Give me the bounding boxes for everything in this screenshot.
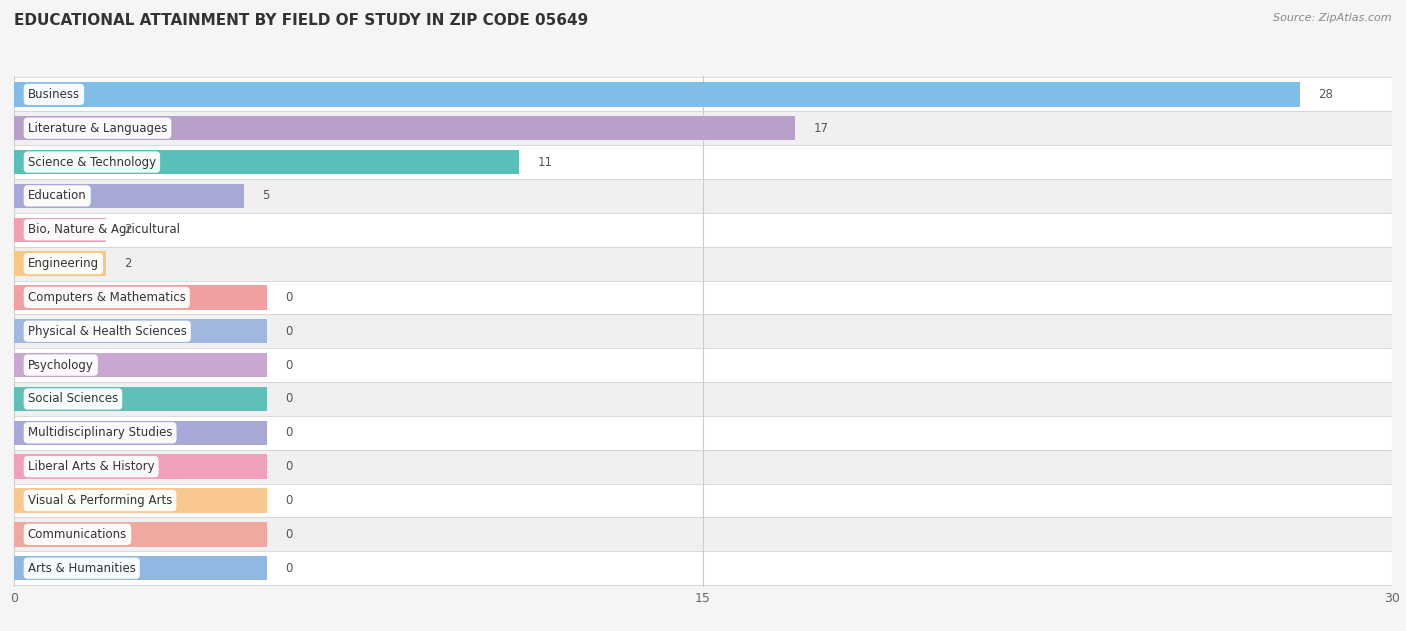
Bar xyxy=(14,314,1392,348)
Text: 0: 0 xyxy=(285,358,292,372)
Bar xyxy=(14,517,1392,551)
Bar xyxy=(14,556,267,581)
Text: 28: 28 xyxy=(1319,88,1333,101)
Bar xyxy=(14,488,267,513)
Text: 2: 2 xyxy=(124,257,132,270)
Bar xyxy=(14,82,1301,107)
Bar xyxy=(14,78,1392,111)
Bar xyxy=(14,454,267,479)
Text: Multidisciplinary Studies: Multidisciplinary Studies xyxy=(28,427,173,439)
Bar xyxy=(14,348,1392,382)
Text: Bio, Nature & Agricultural: Bio, Nature & Agricultural xyxy=(28,223,180,236)
Text: 17: 17 xyxy=(813,122,828,134)
Text: 5: 5 xyxy=(262,189,270,203)
Text: 2: 2 xyxy=(124,223,132,236)
Text: 0: 0 xyxy=(285,494,292,507)
Text: Business: Business xyxy=(28,88,80,101)
Text: Liberal Arts & History: Liberal Arts & History xyxy=(28,460,155,473)
Text: Source: ZipAtlas.com: Source: ZipAtlas.com xyxy=(1274,13,1392,23)
Text: 0: 0 xyxy=(285,392,292,406)
Text: Literature & Languages: Literature & Languages xyxy=(28,122,167,134)
Text: Engineering: Engineering xyxy=(28,257,98,270)
Bar xyxy=(14,218,105,242)
Bar xyxy=(14,150,519,174)
Text: Science & Technology: Science & Technology xyxy=(28,155,156,168)
Bar xyxy=(14,353,267,377)
Text: Social Sciences: Social Sciences xyxy=(28,392,118,406)
Bar xyxy=(14,382,1392,416)
Text: 0: 0 xyxy=(285,562,292,575)
Bar xyxy=(14,522,267,546)
Bar xyxy=(14,285,267,310)
Text: 0: 0 xyxy=(285,460,292,473)
Text: EDUCATIONAL ATTAINMENT BY FIELD OF STUDY IN ZIP CODE 05649: EDUCATIONAL ATTAINMENT BY FIELD OF STUDY… xyxy=(14,13,588,28)
Bar xyxy=(14,450,1392,483)
Bar xyxy=(14,111,1392,145)
Bar xyxy=(14,213,1392,247)
Bar xyxy=(14,251,105,276)
Text: 0: 0 xyxy=(285,427,292,439)
Bar xyxy=(14,281,1392,314)
Bar xyxy=(14,184,243,208)
Text: Psychology: Psychology xyxy=(28,358,94,372)
Bar xyxy=(14,483,1392,517)
Text: 0: 0 xyxy=(285,291,292,304)
Bar xyxy=(14,247,1392,281)
Text: Computers & Mathematics: Computers & Mathematics xyxy=(28,291,186,304)
Bar xyxy=(14,319,267,343)
Bar xyxy=(14,179,1392,213)
Text: 0: 0 xyxy=(285,528,292,541)
Bar xyxy=(14,421,267,445)
Text: Visual & Performing Arts: Visual & Performing Arts xyxy=(28,494,172,507)
Bar xyxy=(14,387,267,411)
Bar xyxy=(14,416,1392,450)
Text: Arts & Humanities: Arts & Humanities xyxy=(28,562,136,575)
Text: 11: 11 xyxy=(537,155,553,168)
Bar xyxy=(14,145,1392,179)
Text: Physical & Health Sciences: Physical & Health Sciences xyxy=(28,325,187,338)
Text: 0: 0 xyxy=(285,325,292,338)
Text: Education: Education xyxy=(28,189,87,203)
Bar xyxy=(14,551,1392,585)
Text: Communications: Communications xyxy=(28,528,127,541)
Bar xyxy=(14,116,794,140)
